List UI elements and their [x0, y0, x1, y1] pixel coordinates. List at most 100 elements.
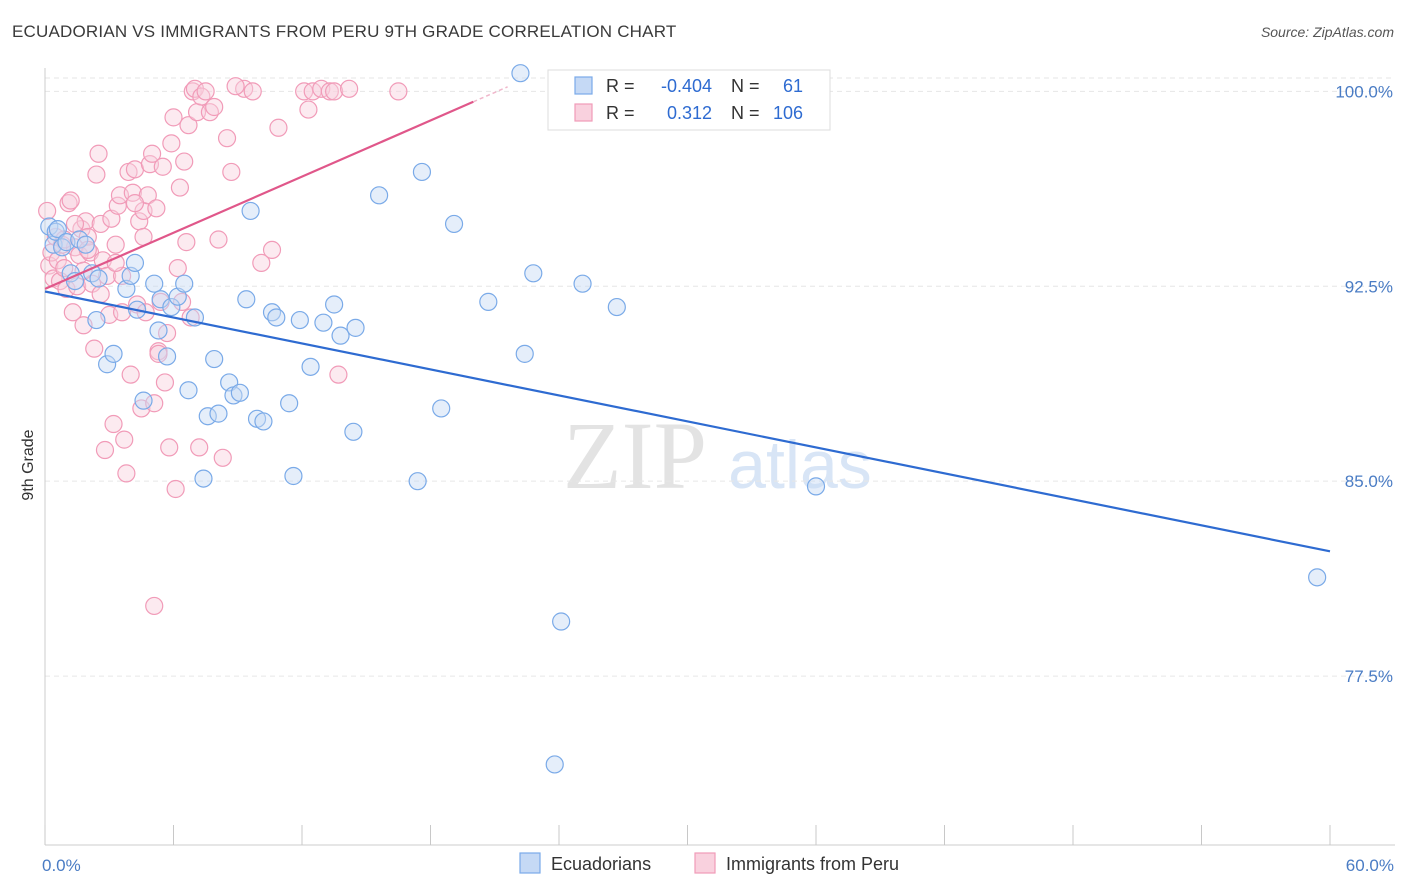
data-point	[213, 448, 232, 467]
data-point	[209, 230, 228, 249]
data-point	[284, 466, 303, 486]
data-point	[243, 82, 262, 101]
data-point	[198, 407, 217, 426]
data-point	[346, 318, 365, 337]
data-point	[179, 116, 198, 135]
data-point	[370, 186, 389, 205]
peru-trend-extension	[473, 86, 508, 103]
data-point	[87, 165, 106, 184]
data-point	[545, 755, 564, 774]
x-tick-label: 0.0%	[42, 856, 81, 875]
data-point	[230, 383, 249, 402]
data-point	[329, 365, 348, 384]
data-point	[149, 321, 168, 340]
data-point	[87, 310, 106, 330]
stats-n-value: 61	[783, 76, 803, 96]
data-point	[106, 235, 125, 254]
data-point	[479, 292, 498, 311]
data-point	[48, 220, 67, 239]
data-point	[183, 82, 202, 101]
data-point	[125, 253, 145, 272]
data-point	[344, 422, 363, 441]
data-point	[524, 264, 543, 283]
stats-r-value: -0.404	[661, 76, 712, 96]
data-point	[142, 144, 162, 163]
data-point	[196, 82, 215, 101]
data-point	[515, 344, 534, 363]
bottom-legend-swatch	[694, 852, 716, 874]
stats-legend-swatch	[574, 76, 593, 95]
data-point	[145, 394, 164, 413]
bottom-legend-swatch	[519, 852, 541, 874]
data-point	[194, 469, 213, 488]
peru-points	[38, 77, 408, 616]
data-point	[1308, 568, 1327, 587]
data-point	[85, 339, 104, 358]
watermark-zip: ZIP	[563, 402, 707, 509]
data-point	[340, 79, 359, 98]
data-point	[89, 144, 108, 163]
data-point	[573, 274, 592, 293]
data-point	[160, 438, 179, 457]
data-point	[98, 355, 117, 374]
data-point	[91, 284, 110, 304]
y-axis-label: 9th Grade	[20, 429, 37, 500]
data-point	[269, 118, 288, 137]
ecuadorians-trend-line	[44, 290, 1331, 553]
data-point	[65, 214, 85, 234]
data-point	[190, 438, 209, 457]
data-point	[91, 214, 110, 234]
peru-trend-line	[44, 100, 474, 290]
data-point	[301, 357, 320, 376]
data-point	[267, 308, 286, 327]
data-point	[241, 201, 260, 221]
data-point	[175, 152, 194, 171]
data-point	[280, 394, 299, 413]
data-point	[153, 157, 172, 176]
y-tick-label: 85.0%	[1345, 472, 1393, 491]
axes	[44, 68, 1395, 846]
data-point	[237, 290, 256, 309]
stats-n-label: N =	[731, 103, 760, 123]
data-point	[170, 178, 190, 197]
x-tick-labels: 0.0% 60.0%	[42, 856, 1394, 875]
data-point	[299, 100, 318, 119]
data-point	[806, 477, 826, 496]
data-point	[76, 235, 95, 254]
data-point	[205, 349, 224, 369]
data-point	[209, 404, 228, 423]
data-point	[314, 313, 333, 332]
data-point	[331, 326, 350, 345]
data-point	[38, 201, 57, 221]
bottom-legend-label: Immigrants from Peru	[726, 854, 899, 874]
data-point	[217, 129, 237, 148]
stats-legend: R = -0.404 N = 61 R = 0.312 N = 106	[547, 69, 831, 131]
data-point	[175, 274, 194, 293]
stats-r-value: 0.312	[667, 103, 712, 123]
watermark: ZIP atlas	[563, 402, 872, 509]
source-credit: Source: ZipAtlas.com	[1260, 24, 1394, 40]
data-point	[89, 269, 108, 288]
data-point	[179, 381, 198, 400]
data-point	[389, 82, 408, 101]
data-point	[155, 373, 175, 392]
data-point	[262, 240, 282, 260]
data-point	[134, 391, 153, 410]
data-point	[290, 310, 309, 330]
data-point	[325, 82, 344, 101]
data-point	[63, 303, 82, 322]
stats-r-label: R =	[606, 103, 635, 123]
bottom-legend: Ecuadorians Immigrants from Peru	[519, 852, 899, 874]
data-point	[145, 596, 164, 616]
data-point	[157, 347, 177, 366]
data-point	[412, 162, 432, 182]
data-point	[164, 108, 183, 127]
data-point	[95, 440, 115, 460]
data-point	[162, 134, 181, 153]
grid-lines	[45, 77, 1395, 677]
trend-lines	[44, 86, 1331, 553]
data-point	[432, 399, 451, 418]
data-point	[121, 365, 140, 384]
data-point	[168, 258, 187, 278]
y-tick-label: 92.5%	[1345, 277, 1393, 296]
